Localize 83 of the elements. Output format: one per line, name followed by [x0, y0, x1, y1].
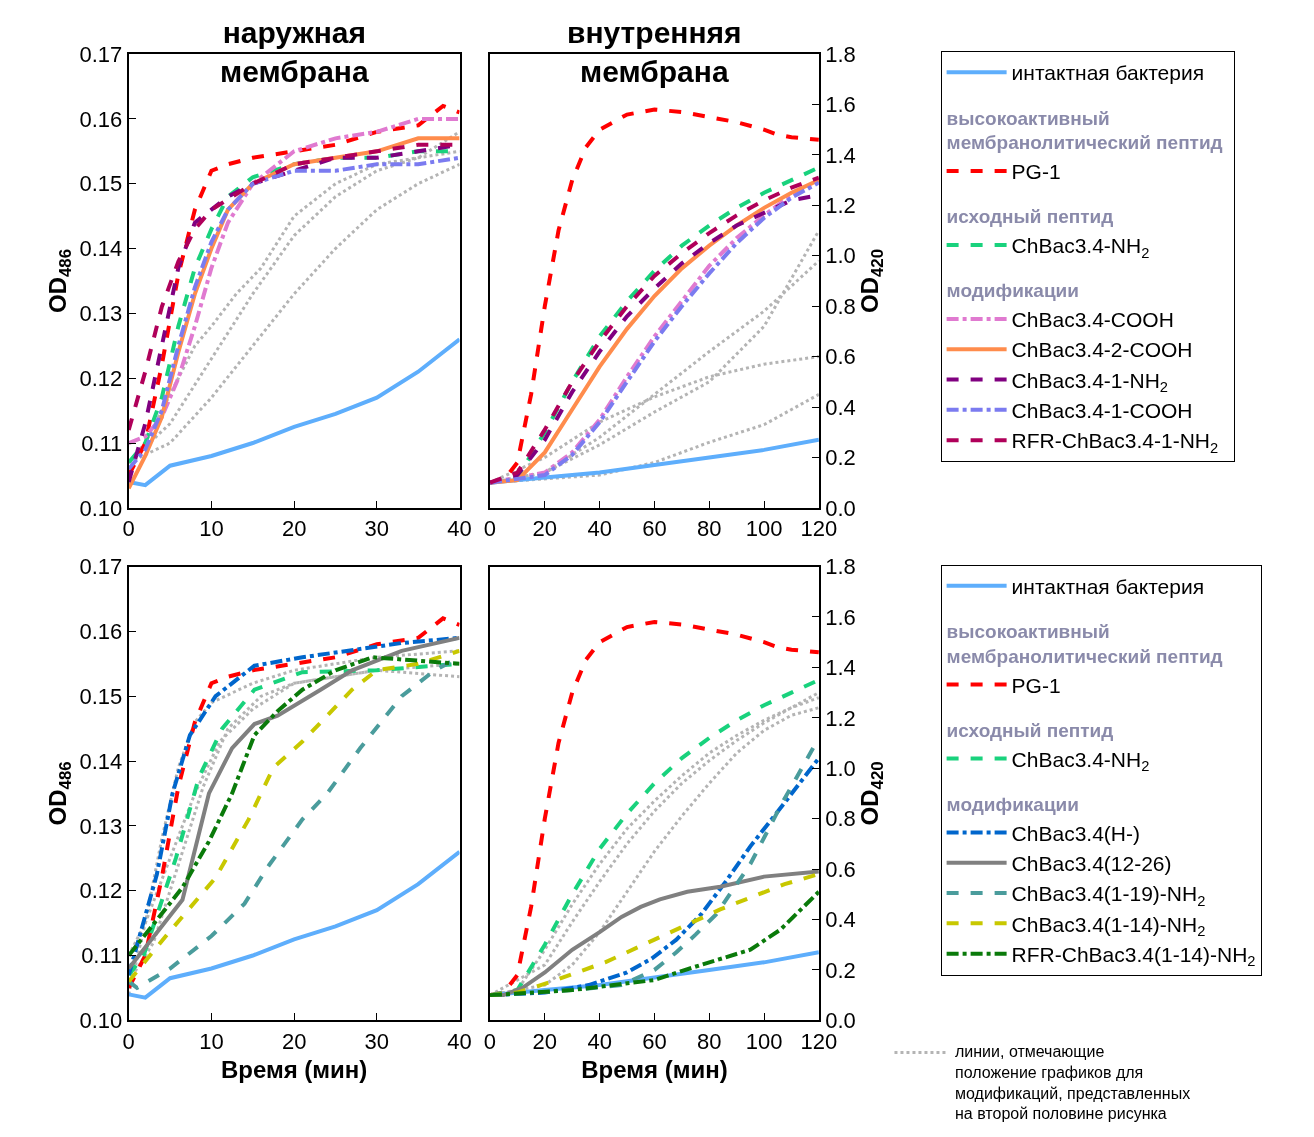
x-tick-label: 40	[587, 1028, 612, 1054]
y-tick-label: 1.0	[825, 755, 856, 781]
x-tick-label: 100	[745, 1028, 783, 1054]
y-tick-label: 0.13	[79, 813, 123, 839]
y-tick-label: 0.11	[81, 430, 123, 456]
legend-label: ChBac3.4(H-)	[1011, 821, 1140, 845]
y-tick-label: 0.10	[79, 1008, 123, 1034]
x-tick-label: 0	[122, 516, 135, 542]
text: модификации	[946, 280, 1079, 302]
legend-label: ChBac3.4(1-19)-NH$_{2}$	[1011, 882, 1206, 909]
y-tick-label: 0.2	[825, 957, 856, 983]
y-tick-label: 1.2	[825, 193, 856, 219]
x-tick-label: 80	[697, 516, 722, 542]
y-tick-label: 0.14	[79, 236, 123, 262]
y-tick-label: 1.4	[825, 142, 856, 168]
y-tick-label: 0.15	[79, 171, 123, 197]
legend-label: ChBac3.4-COOH	[1011, 308, 1174, 332]
x-tick-label: 100	[745, 516, 783, 542]
y-tick-label: 1.8	[825, 554, 856, 580]
x-tick-label: 10	[199, 516, 224, 542]
legend-label: ChBac3.4-1-NH$_{2}$	[1011, 368, 1169, 396]
y-tick-label: 0.12	[79, 365, 123, 391]
text: высокоактивный мембранолитический пептид	[946, 107, 1223, 154]
legend-label: интактная бактерия	[1011, 574, 1205, 598]
x-tick-label: 20	[281, 1028, 307, 1054]
y-tick-label: 1.6	[825, 604, 856, 630]
x-tick-label: 40	[447, 516, 472, 542]
x-axis-title: Время (мин)	[581, 1055, 728, 1083]
y-tick-label: 0.13	[79, 301, 123, 327]
chart-title: наружная мембрана	[220, 16, 369, 88]
x-tick-label: 20	[532, 516, 558, 542]
legend-label: PG-1	[1011, 673, 1061, 697]
text: исходный пептид	[946, 206, 1114, 228]
y-tick-label: 0.2	[825, 445, 856, 471]
legend-label: ChBac3.4-1-COOH	[1011, 399, 1193, 423]
x-tick-label: 60	[642, 1028, 667, 1054]
x-tick-label: 80	[697, 1028, 722, 1054]
x-tick-label: 20	[532, 1028, 558, 1054]
x-tick-label: 0	[483, 1028, 497, 1054]
x-tick-label: 30	[364, 516, 390, 542]
legend-label: RFR-ChBac3.4-1-NH$_{2}$	[1011, 429, 1219, 456]
x-tick-label: 10	[199, 1028, 224, 1054]
y-tick-label: 0.8	[825, 806, 856, 832]
y-tick-label: 0.17	[79, 41, 123, 67]
y-tick-label: 0.16	[79, 619, 123, 645]
x-tick-label: 30	[364, 1028, 390, 1054]
legend-label: ChBac3.4-NH$_{2}$	[1011, 234, 1150, 261]
x-tick-label: 20	[281, 516, 307, 542]
x-tick-label: 0	[483, 516, 497, 542]
text: модификации	[946, 793, 1079, 815]
legend-label: ChBac3.4-NH$_{2}$	[1011, 747, 1150, 775]
y-tick-label: 1.4	[825, 655, 856, 681]
legend-label: PG-1	[1011, 160, 1061, 184]
y-tick-label: 0.4	[825, 907, 856, 933]
y-tick-label: 0.12	[79, 878, 123, 904]
legend-label: ChBac3.4-2-COOH	[1011, 338, 1193, 362]
x-axis-title: Время (мин)	[220, 1055, 368, 1083]
y-tick-label: 1.0	[825, 243, 856, 269]
legend-label: ChBac3.4(12-26)	[1011, 851, 1172, 875]
legend-label: интактная бактерия	[1011, 61, 1205, 85]
legend-label: RFR-ChBac3.4(1-14)-NH$_{2}$	[1011, 942, 1256, 970]
y-tick-label: 1.6	[825, 92, 856, 118]
x-tick-label: 60	[642, 516, 667, 542]
x-tick-label: 40	[447, 1028, 472, 1054]
y-tick-label: 1.8	[825, 41, 856, 67]
text: линии, отмечающие положение графиков для модификаций, представленных на второй половине рисунка	[955, 1043, 1191, 1123]
y-tick-label: 0.4	[825, 394, 856, 420]
chart-title: внутренняя мембрана	[567, 16, 742, 88]
y-tick-label: 0.10	[79, 495, 123, 521]
y-tick-label: 0.15	[79, 683, 123, 709]
y-tick-label: 0.16	[79, 106, 123, 132]
x-tick-label: 0	[122, 1028, 135, 1054]
y-tick-label: 0.6	[825, 856, 856, 882]
y-tick-label: 0.11	[81, 943, 123, 969]
y-tick-label: 0.17	[79, 554, 123, 580]
y-tick-label: 0.14	[79, 748, 123, 774]
y-tick-label: 0.8	[825, 293, 856, 319]
y-tick-label: 1.2	[825, 705, 856, 731]
text: исходный пептид	[946, 719, 1114, 741]
x-tick-label: 40	[587, 516, 612, 542]
legend-label: ChBac3.4(1-14)-NH$_{2}$	[1011, 912, 1206, 939]
y-tick-label: 0.6	[825, 344, 856, 370]
text: высокоактивный мембранолитический пептид	[946, 621, 1223, 667]
